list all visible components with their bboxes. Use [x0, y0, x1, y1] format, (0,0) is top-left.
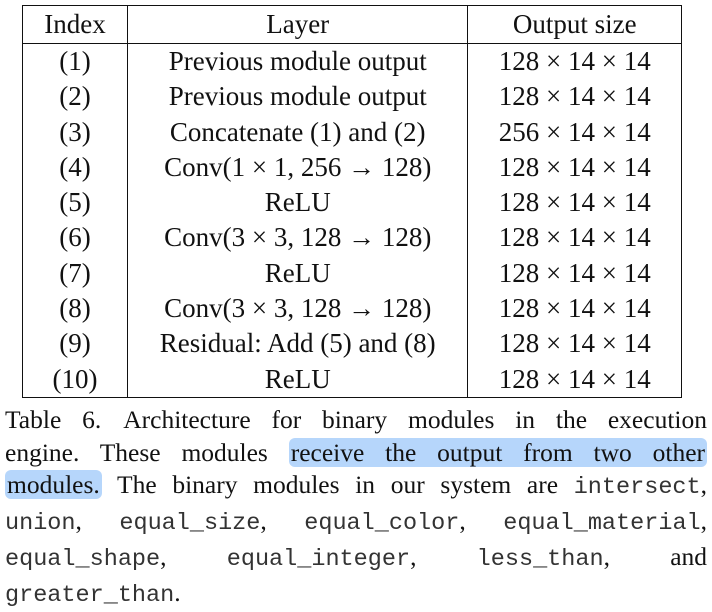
caption-line-2: engine. These modules receive the output…: [5, 437, 708, 470]
module-name: equal_color: [304, 510, 460, 538]
row-output-size: 128 × 14 × 14: [498, 187, 651, 218]
row-index: (3): [22, 114, 128, 150]
row-index: (1): [22, 43, 128, 80]
table-row: (9) Residual: Add (5) and (8) 128 × 14 × 1…: [22, 326, 682, 362]
row-output-size: 256 × 14 × 14: [498, 116, 651, 147]
row-index: (10): [22, 361, 128, 398]
table-row: (4) Conv(1 × 1, 256 → 128) 128 × 14 × 14: [22, 149, 682, 186]
table-row: (1) Previous module output 128 × 14 × 14: [22, 43, 682, 80]
module-name: equal_integer: [226, 545, 411, 573]
row-output-size: 128 × 14 × 14: [498, 293, 651, 324]
caption-line-3: modules. The binary modules in our syste…: [5, 470, 707, 502]
table-row: (10) ReLU 128 × 14 × 14: [22, 361, 682, 398]
row-layer: Previous module output: [127, 43, 469, 80]
caption-end: .: [174, 577, 181, 607]
table-body: (1) Previous module output 128 × 14 × 14 (2…: [22, 43, 682, 398]
row-output-size: 128 × 14 × 14: [498, 222, 651, 253]
architecture-table: Index Layer Output size (1) Previous modu…: [22, 5, 682, 398]
row-index: (7): [22, 255, 128, 292]
table-row: (3) Concatenate (1) and (2) 256 × 14 × 14: [22, 114, 682, 150]
row-layer: ReLU: [127, 185, 469, 221]
row-index: (4): [22, 149, 128, 186]
row-layer: ReLU: [127, 361, 469, 398]
caption-line-4: union, equal_size, equal_color, equal_ma…: [5, 506, 708, 538]
row-output-size: 128 × 14 × 14: [498, 328, 651, 359]
table-caption: Table 6. Architecture for binary modules …: [5, 404, 707, 612]
module-name: greater_than: [5, 581, 175, 609]
table-row: (8) Conv(3 × 3, 128 → 128) 128 × 14 × 14: [22, 291, 682, 327]
row-output-size: 128 × 14 × 14: [498, 363, 651, 394]
row-layer: Conv(3 × 3, 128 → 128): [127, 291, 469, 327]
header-layer: Layer: [127, 5, 469, 44]
caption-line-5: equal_shape, equal_integer, less_than, a…: [5, 541, 708, 573]
caption-and: and: [670, 541, 708, 571]
caption-text-1: Architecture for binary modules in the e…: [123, 405, 707, 434]
highlighted-text-2[interactable]: modules.: [5, 470, 102, 500]
row-output-size: 128 × 14 × 14: [498, 151, 651, 182]
row-index: (8): [22, 291, 128, 327]
row-index: (9): [22, 326, 128, 362]
caption-text-2: engine. These modules: [5, 437, 268, 467]
row-layer: Concatenate (1) and (2): [127, 114, 469, 150]
module-name: equal_size: [119, 510, 261, 538]
row-output-size: 128 × 14 × 14: [498, 81, 651, 112]
caption-line-6: greater_than.: [5, 577, 707, 612]
row-output-size: 128 × 14 × 14: [498, 46, 651, 76]
table-row: (2) Previous module output 128 × 14 × 14: [22, 79, 682, 115]
module-name: union: [5, 510, 76, 538]
header-index: Index: [22, 5, 128, 44]
caption-label: Table 6.: [5, 405, 102, 434]
module-name: equal_shape: [5, 545, 161, 573]
module-name: less_than: [476, 545, 604, 573]
module-name: intersect: [573, 474, 701, 502]
table-header-row: Index Layer Output size: [22, 5, 682, 44]
highlighted-text-1[interactable]: receive the output from two other: [288, 437, 708, 467]
caption-text-3: The binary modules in our system are: [101, 470, 574, 500]
row-layer: Residual: Add (5) and (8): [127, 326, 469, 362]
row-layer: ReLU: [127, 255, 469, 292]
row-index: (5): [22, 185, 128, 221]
table-row: (6) Conv(3 × 3, 128 → 128) 128 × 14 × 14: [22, 220, 682, 256]
row-layer: Conv(1 × 1, 256 → 128): [127, 149, 469, 186]
row-index: (6): [22, 220, 128, 256]
module-name: equal_material: [503, 510, 701, 538]
caption-line-1: Table 6. Architecture for binary modules …: [5, 404, 707, 437]
table-row: (5) ReLU 128 × 14 × 14: [22, 185, 682, 221]
table-row: (7) ReLU 128 × 14 × 14: [22, 255, 682, 292]
row-layer: Conv(3 × 3, 128 → 128): [127, 220, 469, 256]
header-output-size: Output size: [467, 5, 682, 44]
row-output-size: 128 × 14 × 14: [498, 257, 651, 288]
row-index: (2): [22, 79, 128, 115]
row-layer: Previous module output: [127, 79, 469, 115]
